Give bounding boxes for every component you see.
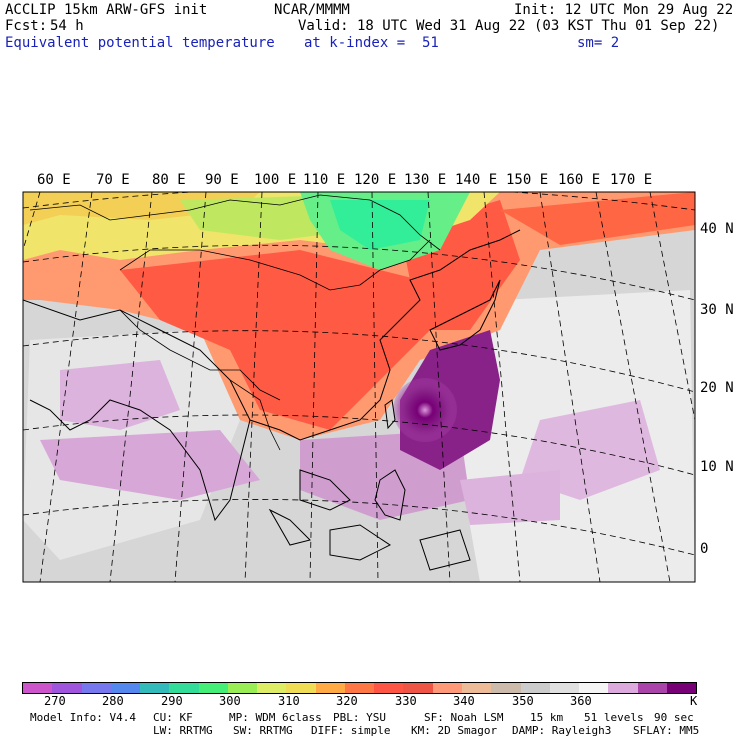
field-name: Equivalent potential temperature bbox=[5, 35, 275, 51]
lon-label-140e: 140 E bbox=[455, 172, 498, 188]
colorbar-swatch-21 bbox=[637, 683, 667, 693]
lilac-patch-2 bbox=[40, 430, 260, 500]
footer-km: KM: 2D Smagor bbox=[411, 724, 498, 737]
colorbar-swatch-3 bbox=[110, 683, 141, 693]
footer-mp: MP: WDM 6class bbox=[229, 711, 322, 724]
lon-label-130e: 130 E bbox=[404, 172, 447, 188]
colorbar-swatch-14 bbox=[432, 683, 462, 693]
center-label: NCAR/MMMM bbox=[274, 2, 350, 18]
colorbar-swatch-13 bbox=[403, 683, 433, 693]
colorbar-label-330: 330 bbox=[395, 694, 417, 708]
colorbar-swatch-16 bbox=[491, 683, 521, 693]
colorbar-swatch-19 bbox=[579, 683, 609, 693]
lat-label-10n: 10 N bbox=[700, 459, 734, 475]
valid-time: Valid: 18 UTC Wed 31 Aug 22 (03 KST Thu … bbox=[298, 18, 720, 34]
lon-label-150e: 150 E bbox=[506, 172, 549, 188]
colorbar-swatch-0 bbox=[23, 683, 53, 693]
colorbar-swatch-7 bbox=[227, 683, 258, 693]
forecast-hour: 54 h bbox=[50, 18, 84, 34]
colorbar-swatch-8 bbox=[257, 683, 287, 693]
lon-label-60e: 60 E bbox=[37, 172, 71, 188]
colorbar-swatch-18 bbox=[549, 683, 580, 693]
footer-resolution: 15 km bbox=[530, 711, 564, 724]
lon-label-160e: 160 E bbox=[558, 172, 601, 188]
colorbar-swatch-9 bbox=[286, 683, 316, 693]
footer-levels: 51 levels bbox=[584, 711, 644, 724]
lilac-patch-1 bbox=[60, 360, 180, 430]
colorbar-swatch-2 bbox=[81, 683, 111, 693]
colorbar-label-310: 310 bbox=[278, 694, 300, 708]
colorbar-label-300: 300 bbox=[219, 694, 241, 708]
colorbar-swatch-1 bbox=[52, 683, 82, 693]
colorbar-label-360: 360 bbox=[570, 694, 592, 708]
lon-label-120e: 120 E bbox=[354, 172, 397, 188]
colorbar-label-270: 270 bbox=[44, 694, 66, 708]
forecast-label: Fcst: bbox=[5, 18, 48, 34]
colorbar-label-340: 340 bbox=[453, 694, 475, 708]
init-time: Init: 12 UTC Mon 29 Aug 22 bbox=[514, 2, 734, 18]
lat-label-30n: 30 N bbox=[700, 302, 734, 318]
colorbar-label-290: 290 bbox=[161, 694, 183, 708]
cyan-green-field bbox=[330, 200, 430, 250]
colorbar-label-320: 320 bbox=[336, 694, 358, 708]
footer-cu: CU: KF bbox=[153, 711, 193, 724]
level-index: at k-index = 51 bbox=[304, 35, 439, 51]
lon-label-100e: 100 E bbox=[254, 172, 297, 188]
lilac-patch-5 bbox=[460, 470, 560, 525]
colorbar-swatch-22 bbox=[666, 683, 697, 693]
colorbar-swatch-5 bbox=[169, 683, 199, 693]
map-field bbox=[23, 192, 695, 582]
footer-sw: SW: RRTMG bbox=[233, 724, 293, 737]
northeast-red-field bbox=[500, 192, 695, 245]
lat-label-20n: 20 N bbox=[700, 380, 734, 396]
colorbar-label-280: 280 bbox=[102, 694, 124, 708]
footer-diff: DIFF: simple bbox=[311, 724, 391, 737]
lon-label-70e: 70 E bbox=[96, 172, 130, 188]
footer-damp: DAMP: Rayleigh3 bbox=[512, 724, 612, 737]
colorbar-unit: K bbox=[690, 694, 698, 708]
lon-label-110e: 110 E bbox=[303, 172, 346, 188]
country-borders bbox=[29, 194, 441, 451]
coastlines bbox=[23, 229, 521, 571]
lon-label-90e: 90 E bbox=[205, 172, 239, 188]
typhoon-core bbox=[393, 378, 457, 442]
colorbar-swatch-20 bbox=[608, 683, 638, 693]
colorbar-swatch-11 bbox=[344, 683, 375, 693]
colorbar-label-350: 350 bbox=[512, 694, 534, 708]
colorbar-swatch-17 bbox=[520, 683, 550, 693]
colorbar-swatch-15 bbox=[461, 683, 492, 693]
footer-pbl: PBL: YSU bbox=[333, 711, 386, 724]
footer-lw: LW: RRTMG bbox=[153, 724, 213, 737]
colorbar-swatch-12 bbox=[374, 683, 404, 693]
colorbar-swatch-4 bbox=[140, 683, 170, 693]
colorbar bbox=[22, 682, 697, 694]
model-title: ACCLIP 15km ARW-GFS init bbox=[5, 2, 208, 18]
map-frame bbox=[22, 191, 696, 583]
lon-label-170e: 170 E bbox=[610, 172, 653, 188]
lat-label-40n: 40 N bbox=[700, 221, 734, 237]
footer-sflay: SFLAY: MM5 bbox=[633, 724, 700, 737]
colorbar-swatch-6 bbox=[198, 683, 228, 693]
smoothing-label: sm= 2 bbox=[577, 35, 620, 51]
footer-sf: SF: Noah LSM bbox=[424, 711, 504, 724]
lon-label-80e: 80 E bbox=[152, 172, 186, 188]
footer-model-info: Model Info: V4.4 bbox=[30, 711, 136, 724]
graticule bbox=[23, 192, 695, 582]
lat-label-0: 0 bbox=[700, 541, 709, 557]
colorbar-swatch-10 bbox=[315, 683, 345, 693]
footer-timestep: 90 sec bbox=[654, 711, 694, 724]
